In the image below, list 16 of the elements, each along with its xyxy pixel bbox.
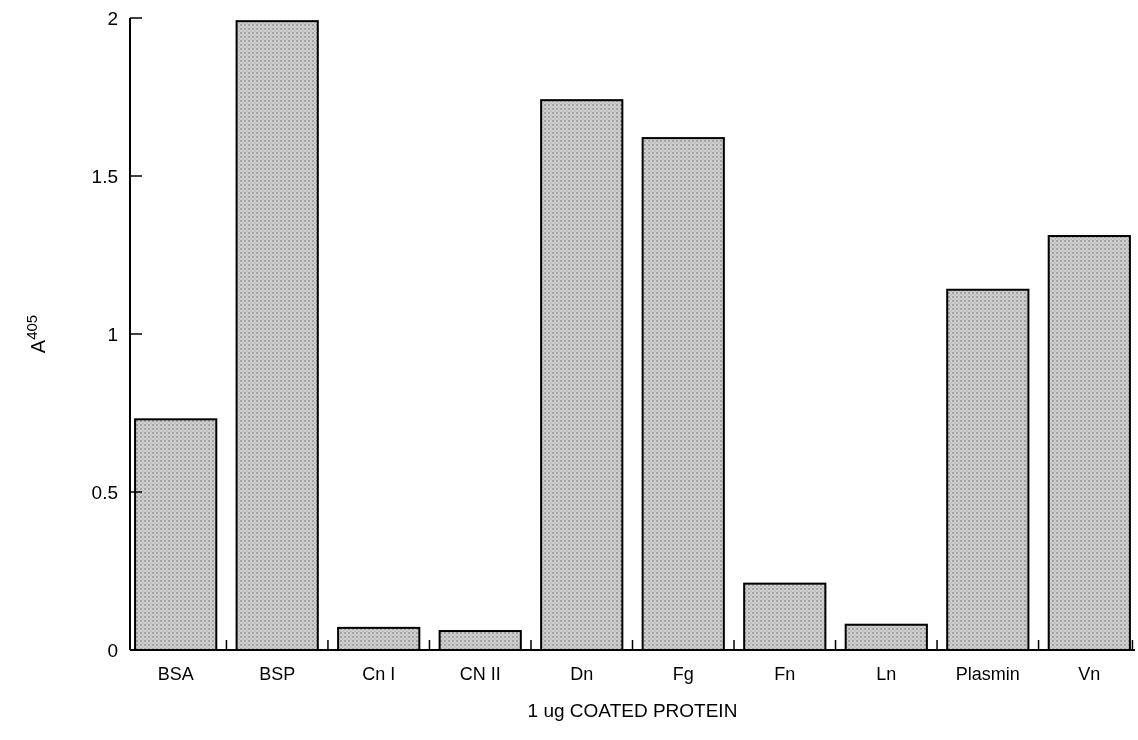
- y-tick-label: 0: [107, 639, 118, 661]
- y-tick-label: 0.5: [91, 481, 118, 503]
- x-tick-label: Vn: [1078, 664, 1101, 684]
- x-tick-label: Plasmin: [955, 664, 1020, 684]
- y-tick-label: 1: [107, 323, 118, 345]
- x-tick-label: BSA: [157, 664, 194, 684]
- x-tick-label: Fn: [774, 664, 796, 684]
- y-tick-label: 2: [107, 7, 118, 29]
- x-axis-title: 1 ug COATED PROTEIN: [527, 700, 738, 721]
- x-tick-label: CN II: [459, 664, 501, 684]
- x-tick-label: Ln: [876, 664, 897, 684]
- x-tick-label: BSP: [259, 664, 296, 684]
- x-tick-label: Fg: [672, 664, 694, 684]
- x-tick-label: Dn: [570, 664, 594, 684]
- y-tick-label: 1.5: [91, 165, 118, 187]
- x-tick-label: Cn I: [362, 664, 396, 684]
